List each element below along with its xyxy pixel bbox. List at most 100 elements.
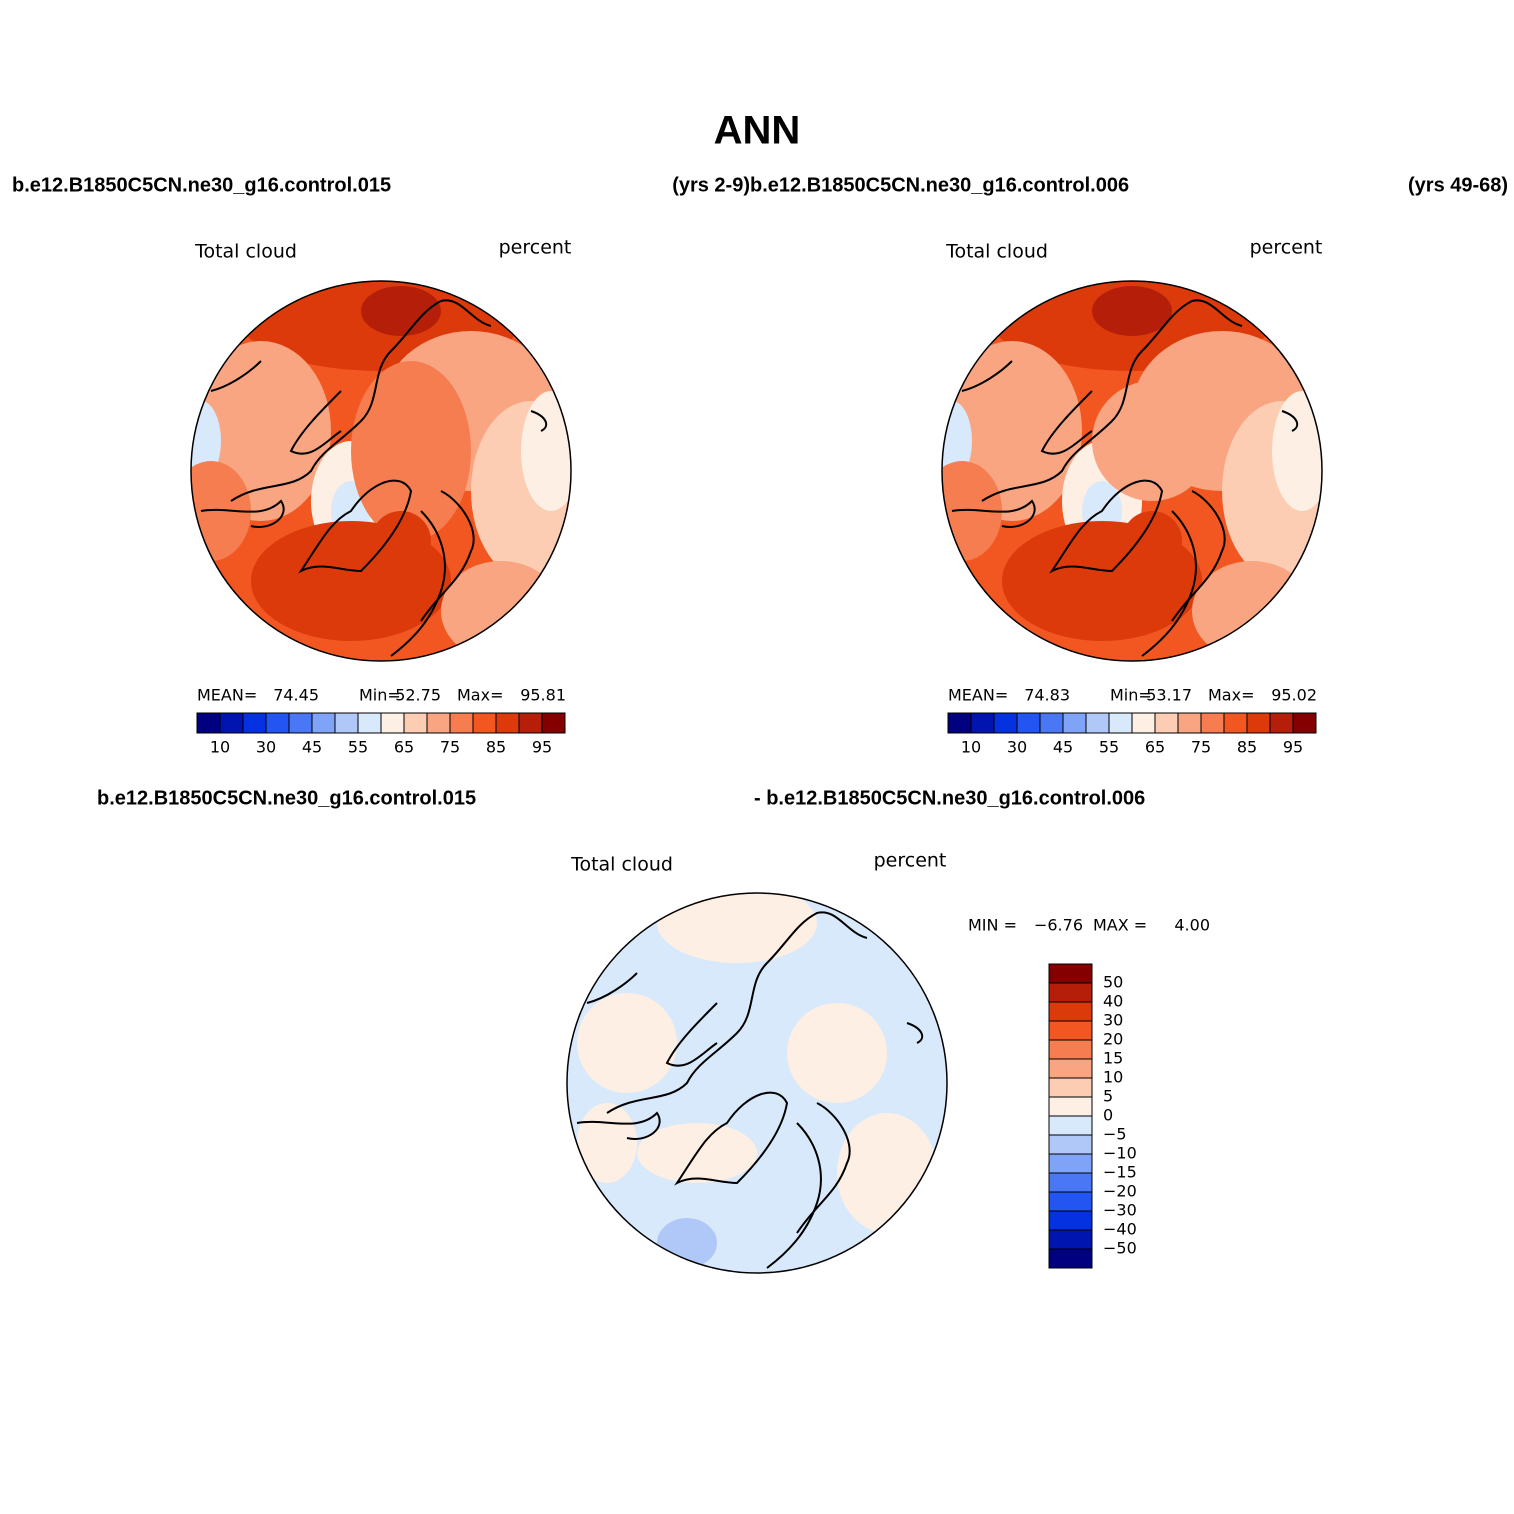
colorbar-box xyxy=(1048,1115,1093,1136)
contour-region xyxy=(577,993,677,1093)
figure-title: ANN xyxy=(714,109,801,153)
contour-region xyxy=(657,1218,717,1268)
colorbar-label: 15 xyxy=(1103,1049,1123,1068)
coastline xyxy=(390,510,446,657)
colorbar-label: −15 xyxy=(1103,1163,1137,1182)
colorbar-label: 0 xyxy=(1103,1106,1113,1125)
colorbar-box xyxy=(1048,1191,1093,1212)
polar-map xyxy=(942,281,1322,661)
colorbar-label: −40 xyxy=(1103,1220,1137,1239)
colorbar-label: 30 xyxy=(1007,738,1027,757)
colorbar-box xyxy=(1048,1058,1093,1079)
coastline xyxy=(906,1022,924,1044)
colorbar-box xyxy=(1048,1153,1093,1174)
colorbar-label: 95 xyxy=(1283,738,1303,757)
contour-region xyxy=(577,1103,637,1183)
coastline xyxy=(1040,390,1093,455)
colorbar-box xyxy=(1048,1001,1093,1022)
colorbar-box xyxy=(1048,1172,1093,1193)
colorbar-label: 55 xyxy=(348,738,368,757)
colorbar-box xyxy=(288,712,313,734)
statistic: 74.83 xyxy=(1024,686,1070,705)
colorbar-label: −10 xyxy=(1103,1144,1137,1163)
statistic: MAX = xyxy=(1093,916,1147,935)
coastline xyxy=(298,479,413,574)
colorbar-label: 85 xyxy=(1237,738,1257,757)
coastline xyxy=(674,1091,789,1186)
colorbar-box xyxy=(1292,712,1317,734)
colorbar-box xyxy=(1048,1096,1093,1117)
colorbar-box xyxy=(1131,712,1156,734)
colorbar-box xyxy=(1016,712,1041,734)
map-border xyxy=(566,892,948,1274)
colorbar-label: 50 xyxy=(1103,973,1123,992)
colorbar-box xyxy=(518,712,543,734)
colorbar-label: 75 xyxy=(440,738,460,757)
years: (yrs 2-9) xyxy=(672,174,750,196)
contour-region xyxy=(1092,286,1172,336)
colorbar-box xyxy=(1048,1248,1093,1269)
colorbar-box xyxy=(1177,712,1202,734)
units: percent xyxy=(874,850,947,872)
colorbar-box xyxy=(1048,1077,1093,1098)
variable-name: Total cloud xyxy=(194,241,297,263)
map-border xyxy=(941,280,1323,662)
statistic: Min= xyxy=(1110,686,1152,705)
coastline xyxy=(576,1111,661,1140)
colorbar-label: 45 xyxy=(1053,738,1073,757)
statistic: Max= xyxy=(457,686,503,705)
contour-region xyxy=(1002,521,1202,641)
coastline xyxy=(981,299,1243,502)
contour-region xyxy=(361,286,441,336)
contour-region xyxy=(351,361,471,541)
colorbar-box xyxy=(1223,712,1248,734)
colorbar-box xyxy=(1108,712,1133,734)
coastline xyxy=(796,1102,851,1234)
colorbar-label: 30 xyxy=(256,738,276,757)
colorbar-label: 5 xyxy=(1103,1087,1113,1106)
colorbar-box xyxy=(970,712,995,734)
case-name: b.e12.B1850C5CN.ne30_g16.control.006 xyxy=(750,174,1129,196)
statistic: 52.75 xyxy=(395,686,441,705)
coastline xyxy=(230,299,492,502)
coastline xyxy=(1141,510,1197,657)
colorbar-box xyxy=(1048,1210,1093,1231)
statistic: Max= xyxy=(1208,686,1254,705)
coastline xyxy=(586,972,638,1004)
colorbar-box xyxy=(1048,1134,1093,1155)
case-name: - b.e12.B1850C5CN.ne30_g16.control.006 xyxy=(754,787,1145,809)
colorbar-box xyxy=(1200,712,1225,734)
case-name: b.e12.B1850C5CN.ne30_g16.control.015 xyxy=(97,787,476,809)
colorbar-label: 30 xyxy=(1103,1011,1123,1030)
coastline xyxy=(766,1122,822,1269)
colorbar-label: 20 xyxy=(1103,1030,1123,1049)
colorbar-box xyxy=(993,712,1018,734)
colorbar-label: 65 xyxy=(394,738,414,757)
contour-region xyxy=(837,1113,937,1233)
statistic: 53.17 xyxy=(1146,686,1192,705)
colorbar-box xyxy=(1039,712,1064,734)
colorbar-box xyxy=(495,712,520,734)
colorbar-box xyxy=(1048,1020,1093,1041)
colorbar-label: 40 xyxy=(1103,992,1123,1011)
colorbar-box xyxy=(242,712,267,734)
colorbar-box xyxy=(472,712,497,734)
coastline xyxy=(1281,410,1299,432)
colorbar-box xyxy=(1062,712,1087,734)
contour-region xyxy=(1272,391,1322,511)
colorbar-box xyxy=(541,712,566,734)
statistic: Min= xyxy=(359,686,401,705)
statistic: MEAN= xyxy=(948,686,1008,705)
statistic: 95.81 xyxy=(520,686,566,705)
map-border xyxy=(190,280,572,662)
coastline xyxy=(289,390,342,455)
contour-region xyxy=(657,893,817,963)
statistic: 74.45 xyxy=(273,686,319,705)
colorbar-box xyxy=(196,712,221,734)
coastline xyxy=(200,499,285,528)
coastline xyxy=(210,360,262,392)
statistic: MIN = xyxy=(968,916,1017,935)
coastline xyxy=(530,410,548,432)
coastline xyxy=(961,360,1013,392)
